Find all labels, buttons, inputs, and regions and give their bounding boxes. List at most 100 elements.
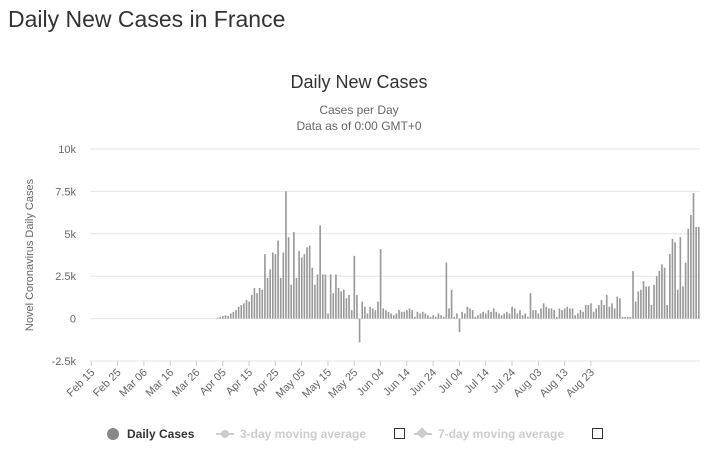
bar[interactable] bbox=[224, 315, 227, 319]
bar[interactable] bbox=[232, 311, 235, 319]
bar[interactable] bbox=[466, 306, 469, 319]
bar[interactable] bbox=[269, 269, 271, 319]
bar[interactable] bbox=[632, 271, 634, 319]
bar[interactable] bbox=[250, 294, 253, 319]
bar[interactable] bbox=[577, 313, 579, 319]
bar[interactable] bbox=[687, 228, 690, 319]
bar[interactable] bbox=[674, 242, 676, 319]
bar[interactable] bbox=[371, 308, 374, 319]
bar[interactable] bbox=[229, 313, 232, 319]
bar[interactable] bbox=[548, 308, 550, 319]
bar[interactable] bbox=[697, 227, 700, 319]
bar[interactable] bbox=[613, 308, 616, 319]
bar[interactable] bbox=[624, 316, 626, 319]
bar[interactable] bbox=[256, 293, 258, 319]
bar[interactable] bbox=[350, 310, 353, 319]
bar[interactable] bbox=[308, 245, 311, 319]
bar[interactable] bbox=[461, 311, 463, 319]
bar[interactable] bbox=[540, 308, 542, 319]
bar[interactable] bbox=[626, 316, 629, 319]
bar[interactable] bbox=[661, 264, 663, 319]
bar[interactable] bbox=[327, 313, 329, 319]
bar[interactable] bbox=[279, 277, 282, 319]
legend-item-3-day-average[interactable]: 3-day moving average bbox=[216, 424, 366, 444]
bar[interactable] bbox=[495, 311, 498, 319]
bar[interactable] bbox=[435, 316, 437, 319]
bar[interactable] bbox=[690, 215, 692, 319]
bar[interactable] bbox=[335, 274, 337, 319]
bar[interactable] bbox=[487, 310, 490, 319]
bar[interactable] bbox=[314, 284, 316, 319]
bar[interactable] bbox=[429, 316, 432, 319]
bar[interactable] bbox=[287, 237, 290, 319]
bar[interactable] bbox=[274, 254, 277, 319]
bar[interactable] bbox=[545, 306, 548, 319]
bar[interactable] bbox=[653, 284, 655, 319]
bar[interactable] bbox=[243, 303, 245, 319]
bar[interactable] bbox=[695, 227, 697, 319]
legend-item-daily-cases[interactable]: Daily Cases bbox=[107, 424, 194, 444]
bar[interactable] bbox=[490, 311, 492, 319]
bar[interactable] bbox=[566, 306, 569, 319]
bar[interactable] bbox=[398, 310, 400, 319]
bar[interactable] bbox=[532, 310, 534, 319]
bar[interactable] bbox=[382, 308, 385, 319]
bar[interactable] bbox=[663, 267, 666, 319]
bar[interactable] bbox=[227, 316, 229, 319]
bar[interactable] bbox=[316, 274, 319, 319]
bar[interactable] bbox=[647, 286, 650, 319]
bar[interactable] bbox=[529, 293, 532, 319]
bar[interactable] bbox=[395, 313, 398, 319]
bar[interactable] bbox=[277, 240, 279, 319]
bar[interactable] bbox=[584, 305, 587, 319]
bar[interactable] bbox=[258, 288, 261, 319]
bar[interactable] bbox=[240, 305, 243, 319]
bar[interactable] bbox=[385, 310, 387, 319]
bar[interactable] bbox=[634, 301, 637, 319]
bar[interactable] bbox=[421, 311, 424, 319]
7-day-average-checkbox[interactable] bbox=[592, 428, 603, 439]
bar[interactable] bbox=[527, 316, 529, 319]
bar[interactable] bbox=[595, 308, 598, 319]
bar[interactable] bbox=[642, 281, 645, 319]
bar[interactable] bbox=[611, 303, 613, 319]
bar[interactable] bbox=[503, 313, 506, 319]
bar[interactable] bbox=[321, 274, 324, 319]
bar[interactable] bbox=[561, 310, 563, 319]
bar[interactable] bbox=[342, 289, 345, 319]
bar[interactable] bbox=[377, 301, 379, 319]
bar[interactable] bbox=[471, 310, 474, 319]
bar[interactable] bbox=[295, 277, 298, 319]
bar[interactable] bbox=[579, 310, 582, 319]
bar[interactable] bbox=[390, 313, 392, 319]
bar[interactable] bbox=[563, 308, 566, 319]
bar[interactable] bbox=[603, 305, 605, 319]
bar[interactable] bbox=[571, 308, 574, 319]
bar[interactable] bbox=[542, 303, 545, 319]
bar[interactable] bbox=[406, 310, 408, 319]
bar[interactable] bbox=[219, 316, 222, 319]
bar[interactable] bbox=[266, 277, 269, 319]
bar[interactable] bbox=[348, 294, 350, 319]
bar[interactable] bbox=[592, 311, 595, 319]
bar[interactable] bbox=[453, 316, 456, 319]
bar[interactable] bbox=[629, 316, 632, 319]
bar[interactable] bbox=[676, 289, 679, 319]
bar[interactable] bbox=[450, 289, 453, 319]
bar[interactable] bbox=[637, 291, 640, 319]
bar[interactable] bbox=[332, 293, 335, 319]
bar[interactable] bbox=[608, 306, 611, 319]
bar[interactable] bbox=[671, 238, 674, 319]
bar[interactable] bbox=[500, 315, 503, 319]
bar[interactable] bbox=[303, 254, 306, 319]
bar[interactable] bbox=[235, 310, 237, 319]
bar[interactable] bbox=[679, 237, 682, 319]
bar[interactable] bbox=[650, 305, 653, 319]
bar[interactable] bbox=[484, 313, 487, 319]
bar[interactable] bbox=[666, 305, 669, 319]
bar[interactable] bbox=[519, 310, 521, 319]
bar[interactable] bbox=[445, 262, 448, 319]
bar[interactable] bbox=[298, 250, 300, 319]
bar[interactable] bbox=[248, 301, 250, 319]
bar[interactable] bbox=[337, 288, 340, 319]
